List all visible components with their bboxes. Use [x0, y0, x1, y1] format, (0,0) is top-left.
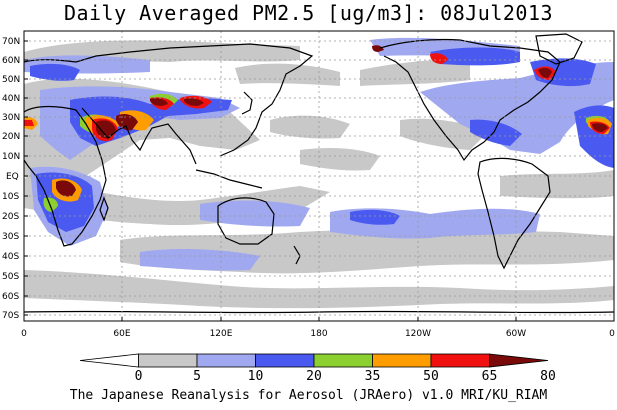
lat-label: 50N: [2, 75, 20, 85]
colorbar-label: 20: [306, 369, 322, 384]
colorbar-label: 10: [248, 369, 264, 384]
colorbar-label: 5: [193, 369, 201, 384]
lat-label: 50S: [2, 272, 19, 282]
lat-label: 30N: [2, 113, 20, 123]
footer-credit: The Japanese Reanalysis for Aerosol (JRA…: [69, 388, 548, 403]
colorbar-label: 35: [365, 369, 381, 384]
lon-label: 60E: [113, 329, 130, 339]
axis-ticks: [24, 40, 517, 321]
lat-label: 40S: [2, 252, 19, 262]
lat-label: 60N: [2, 56, 20, 66]
lon-label: 60W: [506, 329, 526, 339]
lat-label: EQ: [6, 172, 19, 182]
lon-label: 180: [310, 329, 327, 339]
lat-label: 70N: [2, 37, 20, 47]
colorbar: [79, 353, 549, 368]
colorbar-segment: [372, 353, 432, 368]
lat-label: 60S: [2, 292, 19, 302]
lon-label: 120E: [210, 329, 233, 339]
colorbar-label: 0: [135, 369, 143, 384]
colorbar-segment: [489, 353, 549, 368]
colorbar-labels: 0 5 10 20 35 50 65 80: [135, 369, 556, 384]
lat-label: 40N: [2, 94, 20, 104]
lat-label: 20N: [2, 132, 20, 142]
coastlines: [24, 33, 614, 314]
lat-label: 70S: [2, 311, 19, 321]
lon-label: 0: [21, 329, 27, 339]
colorbar-label: 50: [423, 369, 439, 384]
lon-label: 120W: [405, 329, 431, 339]
colorbar-segment: [255, 353, 315, 368]
colorbar-segment: [79, 353, 139, 368]
colorbar-segment: [196, 353, 256, 368]
longitude-labels: 0 60E 120E 180 120W 60W 0: [21, 329, 615, 339]
lat-label: 30S: [2, 232, 19, 242]
map-title: Daily Averaged PM2.5 [ug/m3]: 08Jul2013: [63, 1, 554, 25]
lat-label: 10S: [2, 192, 19, 202]
latitude-labels: 70N 60N 50N 40N 30N 20N 10N EQ 10S 20S 3…: [2, 37, 20, 321]
lon-label: 0: [609, 329, 615, 339]
colorbar-segment: [138, 353, 198, 368]
lat-label: 20S: [2, 212, 19, 222]
lat-label: 10N: [2, 152, 20, 162]
colorbar-label: 65: [482, 369, 498, 384]
colorbar-segment: [313, 353, 373, 368]
colorbar-segment: [430, 353, 490, 368]
gridlines: [24, 31, 614, 321]
colorbar-label: 80: [540, 369, 556, 384]
